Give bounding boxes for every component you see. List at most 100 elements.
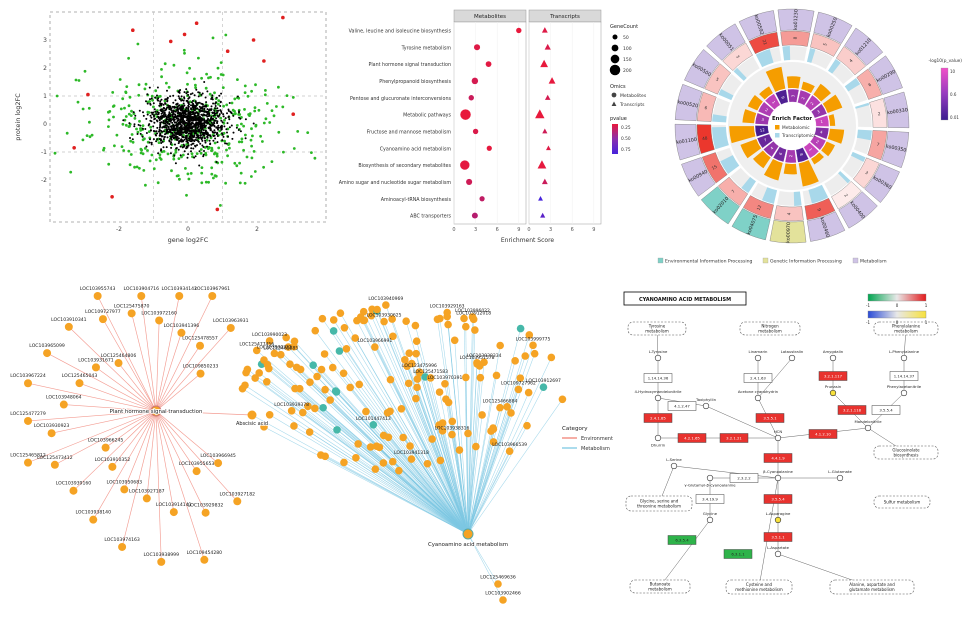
svg-text:LOC103955653: LOC103955653	[179, 461, 215, 467]
svg-text:4.1.2.10: 4.1.2.10	[815, 432, 831, 437]
svg-text:2: 2	[800, 95, 806, 100]
svg-text:0: 0	[452, 227, 455, 233]
svg-text:LOC103974163: LOC103974163	[104, 537, 140, 543]
svg-text:LOC103931671: LOC103931671	[78, 357, 114, 363]
svg-text:Genetic Information Processing: Genetic Information Processing	[770, 259, 842, 265]
svg-text:2: 2	[809, 101, 815, 107]
svg-text:3.4.19.9: 3.4.19.9	[702, 497, 718, 502]
svg-text:6: 6	[571, 227, 574, 233]
svg-text:3.2.1.118: 3.2.1.118	[843, 408, 862, 413]
svg-text:Plant hormone signal transduct: Plant hormone signal transduction	[110, 409, 203, 415]
svg-text:LOC103930923: LOC103930923	[34, 423, 70, 429]
svg-text:LOC103999775: LOC103999775	[516, 336, 551, 342]
svg-text:0: 0	[896, 320, 899, 325]
svg-text:Phenylpropanoid biosynthesis: Phenylpropanoid biosynthesis	[379, 79, 451, 85]
svg-text:ABC transporters: ABC transporters	[410, 214, 451, 220]
svg-text:7: 7	[730, 188, 736, 194]
svg-text:LOC103996022: LOC103996022	[455, 308, 490, 314]
svg-text:L-Serine: L-Serine	[666, 457, 682, 462]
svg-text:2.4.1.63: 2.4.1.63	[750, 376, 766, 381]
svg-text:50: 50	[623, 35, 629, 41]
svg-text:Biosynthesis of secondary meta: Biosynthesis of secondary metabolites	[358, 163, 451, 169]
svg-text:-1: -1	[866, 303, 870, 308]
svg-text:3: 3	[816, 109, 821, 115]
svg-text:Lotaustralin: Lotaustralin	[781, 349, 804, 354]
svg-text:Metabolomic: Metabolomic	[782, 125, 810, 131]
svg-text:LOC125475870: LOC125475870	[114, 303, 150, 309]
svg-text:2: 2	[843, 193, 849, 198]
svg-text:Abscisic acid: Abscisic acid	[236, 421, 268, 427]
svg-text:metabolism: metabolism	[648, 587, 672, 592]
svg-text:LOC103938316: LOC103938316	[435, 426, 470, 432]
svg-text:Enrich Factor: Enrich Factor	[772, 116, 812, 122]
svg-text:Metabolic pathways: Metabolic pathways	[403, 113, 451, 119]
svg-text:Metabolism: Metabolism	[581, 446, 610, 452]
svg-text:LOC103938140: LOC103938140	[75, 510, 111, 516]
circos-plot: ko00592219ko0123083ko0025052ko0121042ko0…	[657, 8, 962, 265]
svg-text:LOC125469636: LOC125469636	[480, 575, 516, 581]
svg-text:1: 1	[43, 93, 47, 100]
svg-text:4.2.1.65: 4.2.1.65	[684, 436, 700, 441]
scatter-panel: -2 0 2 -2 -1 0 1 2 3 gene log2FC protein log2FC	[10, 6, 334, 262]
svg-text:LOC103967224: LOC103967224	[10, 373, 46, 379]
svg-text:Omics: Omics	[610, 84, 626, 90]
svg-text:Metabolites: Metabolites	[474, 14, 506, 20]
svg-text:9: 9	[592, 227, 595, 233]
svg-text:LOC109850233: LOC109850233	[183, 364, 219, 370]
svg-text:3.2.1.21: 3.2.1.21	[726, 436, 742, 441]
svg-text:HCN: HCN	[774, 429, 783, 434]
svg-text:LOC103940969: LOC103940969	[368, 296, 403, 302]
svg-text:LOC125477456: LOC125477456	[239, 341, 274, 347]
svg-text:7: 7	[876, 142, 880, 148]
svg-text:Cyanoamino acid metabolism: Cyanoamino acid metabolism	[428, 542, 508, 548]
svg-text:Taxiphyllin: Taxiphyllin	[695, 397, 717, 402]
svg-text:LOC103990023: LOC103990023	[252, 332, 287, 338]
svg-text:6: 6	[704, 105, 708, 111]
svg-text:LOC103914141: LOC103914141	[156, 502, 192, 508]
svg-text:LOC103934142: LOC103934142	[161, 286, 197, 292]
svg-text:0.25: 0.25	[621, 125, 631, 131]
svg-text:3: 3	[864, 170, 869, 176]
svg-text:LOC103948064: LOC103948064	[46, 395, 82, 401]
svg-text:2: 2	[255, 226, 259, 233]
svg-text:9: 9	[517, 227, 520, 233]
svg-text:6: 6	[496, 227, 499, 233]
svg-text:γ-Glutamyl-β-cyanoalanine: γ-Glutamyl-β-cyanoalanine	[684, 483, 736, 488]
svg-text:-2: -2	[116, 226, 122, 233]
svg-text:LOC103927187: LOC103927187	[129, 488, 165, 494]
svg-text:2: 2	[877, 111, 881, 116]
svg-text:6: 6	[778, 151, 784, 156]
svg-text:Alanine, aspartate and: Alanine, aspartate and	[849, 582, 895, 587]
svg-text:β-Cyanoalanine: β-Cyanoalanine	[763, 469, 793, 474]
svg-text:Prunasin: Prunasin	[825, 384, 842, 389]
svg-text:LOC103966245: LOC103966245	[88, 438, 124, 444]
svg-text:1: 1	[808, 147, 814, 152]
svg-text:LOC103929832: LOC103929832	[188, 503, 224, 509]
svg-text:ko01100: ko01100	[676, 137, 697, 146]
svg-text:200: 200	[623, 68, 632, 74]
svg-text:Acetone cyanohydrin: Acetone cyanohydrin	[738, 389, 779, 394]
network-plot: LOC109850233 LOC103963931 LOC125478557 LOC1…	[10, 286, 613, 604]
svg-text:3: 3	[43, 37, 47, 44]
svg-text:9: 9	[816, 208, 822, 212]
svg-text:LOC103966539: LOC103966539	[492, 442, 527, 448]
svg-text:LOC125466884: LOC125466884	[483, 399, 518, 405]
svg-text:Cysteine and: Cysteine and	[746, 582, 773, 587]
svg-text:Environmental Information Proc: Environmental Information Processing	[665, 259, 753, 265]
svg-text:9: 9	[780, 95, 786, 99]
svg-text:Cyanoamino acid metabolism: Cyanoamino acid metabolism	[380, 146, 452, 152]
svg-text:Enrichment Score: Enrichment Score	[501, 237, 555, 244]
svg-text:LOC103912697: LOC103912697	[526, 378, 561, 384]
svg-text:1: 1	[771, 100, 777, 105]
svg-text:Amino sugar and nucleotide sug: Amino sugar and nucleotide sugar metabol…	[339, 180, 452, 186]
svg-text:4.1.2.47: 4.1.2.47	[674, 404, 690, 409]
svg-text:Transcripts: Transcripts	[619, 102, 645, 108]
svg-text:L-Phenylalanine: L-Phenylalanine	[889, 349, 920, 354]
svg-text:Phenylacetonitrile: Phenylacetonitrile	[887, 384, 922, 389]
svg-text:gene log2FC: gene log2FC	[168, 236, 209, 244]
svg-text:3.5.1.1: 3.5.1.1	[771, 535, 785, 540]
svg-text:protein log2FC: protein log2FC	[14, 93, 22, 141]
svg-text:LOC103910341: LOC103910341	[51, 317, 87, 323]
svg-text:ko01230: ko01230	[793, 9, 800, 30]
svg-text:3: 3	[549, 227, 552, 233]
